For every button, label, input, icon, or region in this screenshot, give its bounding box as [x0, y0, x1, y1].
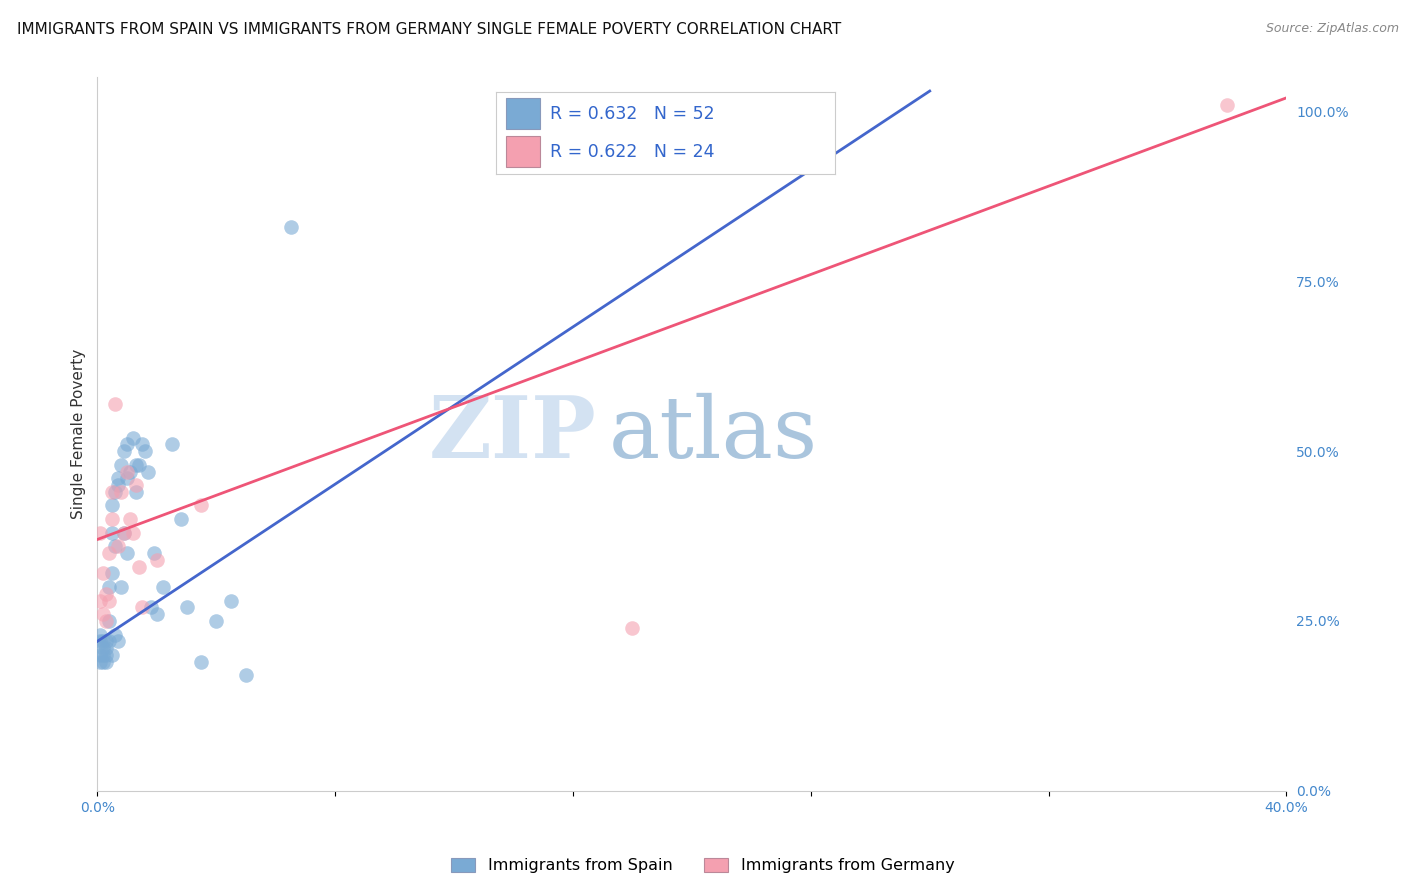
- Immigrants from Spain: [134, 444, 156, 458]
- Immigrants from Spain: [96, 634, 118, 648]
- Immigrants from Germany: [146, 553, 169, 567]
- Immigrants from Spain: [115, 546, 138, 560]
- Immigrants from Spain: [142, 546, 165, 560]
- Immigrants from Spain: [89, 648, 111, 662]
- Immigrants from Spain: [91, 641, 114, 656]
- Immigrants from Germany: [190, 499, 212, 513]
- Immigrants from Spain: [89, 634, 111, 648]
- Immigrants from Germany: [96, 587, 118, 601]
- Immigrants from Spain: [91, 655, 114, 669]
- Y-axis label: Single Female Poverty: Single Female Poverty: [72, 349, 86, 519]
- Immigrants from Spain: [115, 471, 138, 485]
- Immigrants from Spain: [104, 484, 127, 499]
- Immigrants from Spain: [176, 600, 198, 615]
- Immigrants from Spain: [125, 484, 148, 499]
- Immigrants from Germany: [98, 546, 121, 560]
- Immigrants from Germany: [125, 478, 148, 492]
- Immigrants from Germany: [122, 525, 145, 540]
- Immigrants from Spain: [96, 641, 118, 656]
- Immigrants from Spain: [219, 593, 242, 607]
- Immigrants from Germany: [96, 614, 118, 628]
- Immigrants from Spain: [112, 525, 135, 540]
- Immigrants from Germany: [101, 484, 124, 499]
- Immigrants from Spain: [131, 437, 153, 451]
- Immigrants from Spain: [160, 437, 183, 451]
- Immigrants from Spain: [104, 627, 127, 641]
- Immigrants from Spain: [91, 634, 114, 648]
- Immigrants from Spain: [118, 465, 141, 479]
- Immigrants from Germany: [115, 465, 138, 479]
- Immigrants from Spain: [122, 431, 145, 445]
- Immigrants from Spain: [146, 607, 169, 622]
- Immigrants from Germany: [101, 512, 124, 526]
- Immigrants from Spain: [101, 648, 124, 662]
- Immigrants from Spain: [169, 512, 191, 526]
- Immigrants from Spain: [110, 458, 132, 472]
- Immigrants from Spain: [235, 668, 257, 682]
- Immigrants from Spain: [190, 655, 212, 669]
- Immigrants from Germany: [128, 559, 150, 574]
- Immigrants from Spain: [107, 478, 129, 492]
- Immigrants from Spain: [128, 458, 150, 472]
- Immigrants from Spain: [107, 634, 129, 648]
- Immigrants from Spain: [98, 580, 121, 594]
- Immigrants from Spain: [110, 580, 132, 594]
- Immigrants from Spain: [139, 600, 162, 615]
- Immigrants from Germany: [91, 607, 114, 622]
- Immigrants from Spain: [280, 219, 302, 234]
- Text: IMMIGRANTS FROM SPAIN VS IMMIGRANTS FROM GERMANY SINGLE FEMALE POVERTY CORRELATI: IMMIGRANTS FROM SPAIN VS IMMIGRANTS FROM…: [17, 22, 841, 37]
- Legend: Immigrants from Spain, Immigrants from Germany: Immigrants from Spain, Immigrants from G…: [444, 851, 962, 880]
- Text: ZIP: ZIP: [429, 392, 596, 476]
- Immigrants from Spain: [101, 525, 124, 540]
- Text: Source: ZipAtlas.com: Source: ZipAtlas.com: [1265, 22, 1399, 36]
- Immigrants from Spain: [98, 614, 121, 628]
- Immigrants from Spain: [101, 499, 124, 513]
- Immigrants from Spain: [112, 444, 135, 458]
- Immigrants from Spain: [115, 437, 138, 451]
- Immigrants from Germany: [621, 621, 644, 635]
- Immigrants from Germany: [98, 593, 121, 607]
- Immigrants from Spain: [96, 648, 118, 662]
- Immigrants from Spain: [125, 458, 148, 472]
- Immigrants from Spain: [89, 627, 111, 641]
- Text: atlas: atlas: [609, 392, 818, 475]
- Immigrants from Germany: [91, 566, 114, 581]
- Immigrants from Spain: [91, 648, 114, 662]
- Immigrants from Spain: [104, 539, 127, 553]
- Immigrants from Germany: [131, 600, 153, 615]
- Immigrants from Germany: [107, 539, 129, 553]
- Immigrants from Germany: [118, 512, 141, 526]
- Immigrants from Germany: [89, 525, 111, 540]
- Immigrants from Spain: [101, 566, 124, 581]
- Immigrants from Spain: [89, 655, 111, 669]
- Immigrants from Germany: [110, 484, 132, 499]
- Immigrants from Germany: [104, 396, 127, 410]
- Immigrants from Spain: [205, 614, 228, 628]
- Immigrants from Spain: [107, 471, 129, 485]
- Immigrants from Germany: [89, 593, 111, 607]
- Immigrants from Spain: [136, 465, 159, 479]
- Immigrants from Spain: [98, 634, 121, 648]
- Immigrants from Spain: [152, 580, 174, 594]
- Immigrants from Germany: [1216, 97, 1239, 112]
- Immigrants from Germany: [112, 525, 135, 540]
- Immigrants from Spain: [96, 655, 118, 669]
